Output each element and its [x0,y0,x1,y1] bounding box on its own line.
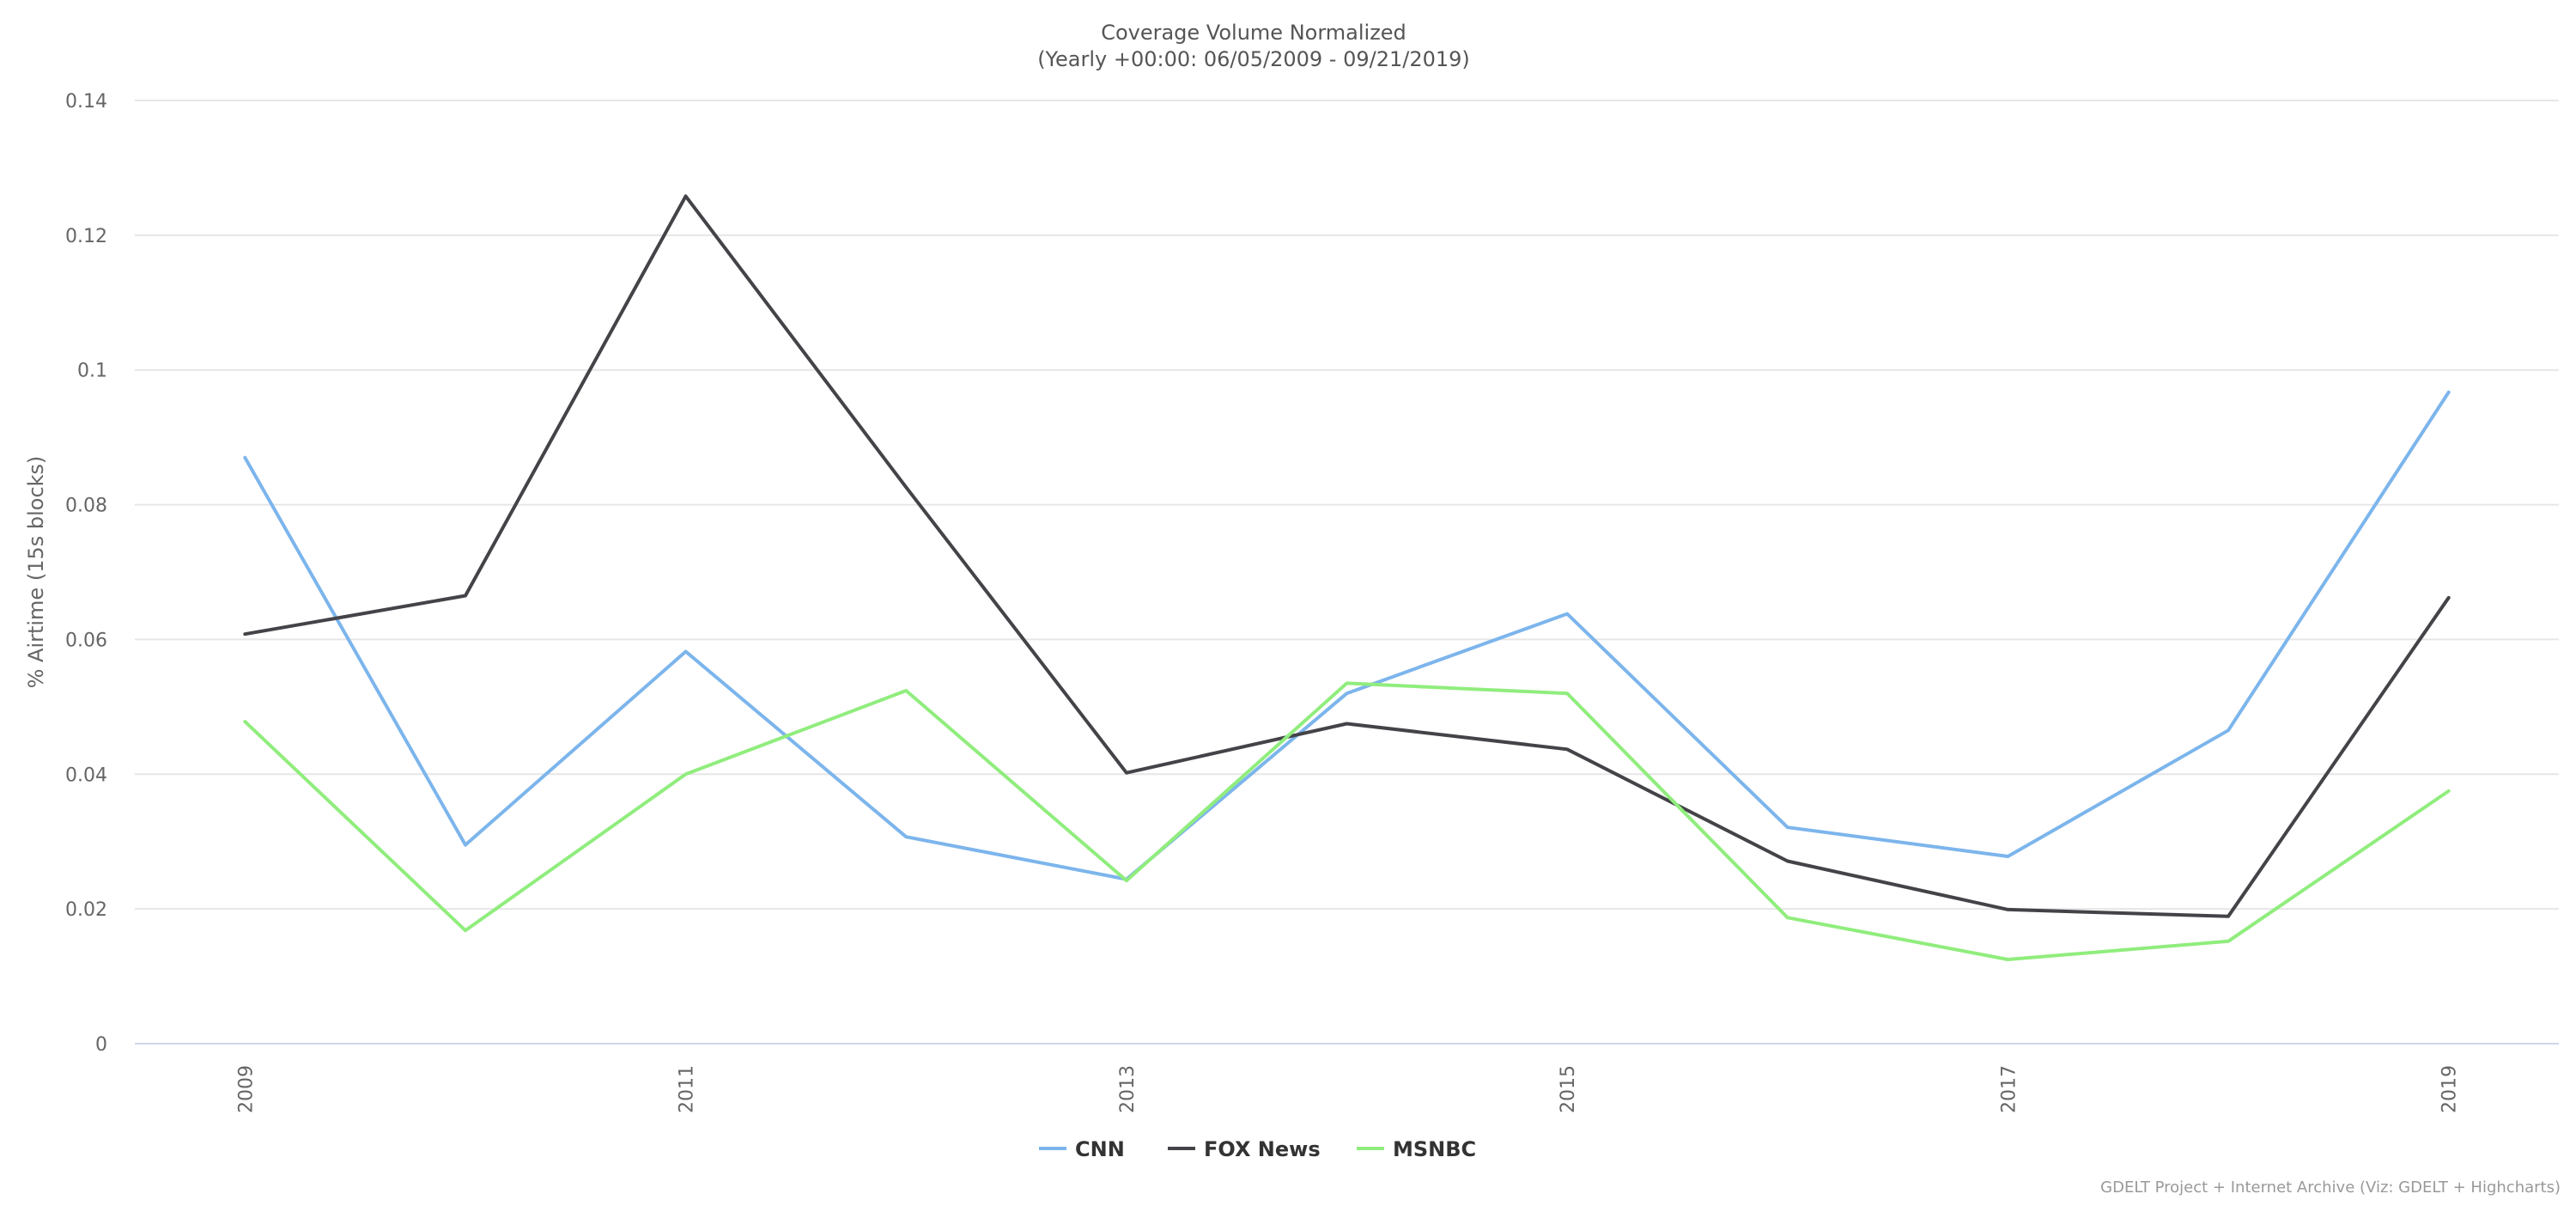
legend-item-cnn[interactable]: CNN [1039,1137,1125,1161]
legend-label: FOX News [1204,1137,1321,1161]
y-axis-ticks: 0 0.02 0.04 0.06 0.08 0.1 0.12 0.14 [65,91,107,1056]
x-axis-ticks: 2009 2011 2013 2015 2017 2019 [235,1065,2460,1113]
series-line-cnn[interactable] [243,390,2451,881]
legend-label: MSNBC [1393,1137,1476,1161]
x-tick-label: 2019 [2439,1065,2461,1113]
series-layer [243,194,2451,961]
x-tick-label: 2009 [235,1065,257,1113]
chart-subtitle: (Yearly +00:00: 06/05/2009 - 09/21/2019) [1037,47,1470,71]
y-tick-label: 0.02 [65,899,107,921]
legend-item-fox-news[interactable]: FOX News [1168,1137,1321,1161]
legend-label: CNN [1075,1137,1125,1161]
y-axis-title: % Airtime (15s blocks) [24,456,48,689]
legend[interactable]: CNN FOX News MSNBC [1039,1137,1476,1161]
credits[interactable]: GDELT Project + Internet Archive (Viz: G… [2100,1179,2561,1197]
grid-layer [135,100,2559,1045]
y-tick-label: 0.14 [65,91,107,113]
y-tick-label: 0.1 [77,361,107,382]
y-tick-label: 0.06 [65,630,107,651]
y-tick-label: 0.04 [65,764,107,786]
legend-item-msnbc[interactable]: MSNBC [1357,1137,1476,1161]
series-line-fox-news[interactable] [243,194,2451,918]
x-tick-label: 2015 [1558,1065,1579,1113]
chart-title: Coverage Volume Normalized [1101,21,1406,45]
series-line-msnbc[interactable] [243,681,2451,961]
x-tick-label: 2017 [1998,1065,2020,1113]
x-tick-label: 2013 [1117,1065,1139,1113]
y-tick-label: 0.08 [65,496,107,517]
y-tick-label: 0 [95,1034,107,1056]
y-tick-label: 0.12 [65,226,107,247]
x-tick-label: 2011 [677,1065,698,1113]
